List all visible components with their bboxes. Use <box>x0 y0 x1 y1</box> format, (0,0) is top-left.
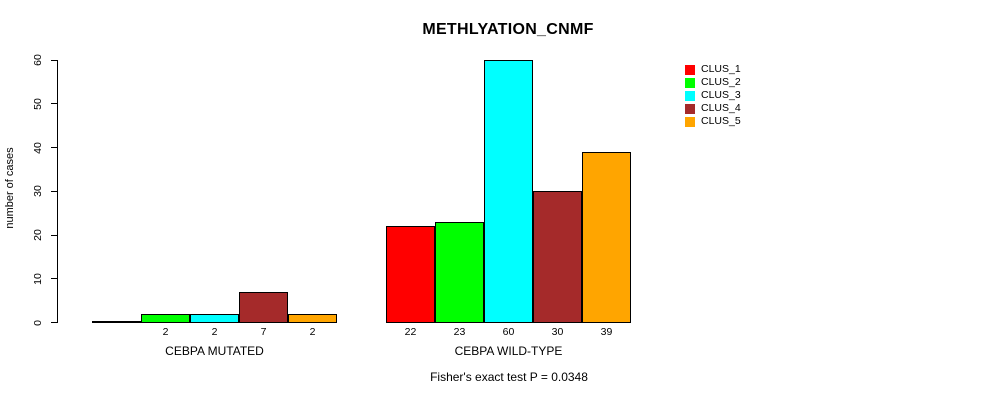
y-axis-tick <box>50 278 58 280</box>
bar-clus-2-cebpa-wild-type <box>435 221 484 323</box>
legend-label: CLUS_1 <box>701 63 741 75</box>
y-axis-tick-label: 20 <box>32 229 44 241</box>
bar-clus-2-cebpa-mutated <box>141 313 190 323</box>
legend-item-clus-2: CLUS_2 <box>685 76 741 89</box>
y-axis-tick-label: 60 <box>32 54 44 66</box>
bar-clus-3-cebpa-wild-type <box>484 60 533 323</box>
y-axis-tick <box>50 190 58 192</box>
bar-value-label: 2 <box>162 326 169 338</box>
bar-value-label: 30 <box>551 326 564 338</box>
bar-clus-5-cebpa-wild-type <box>582 151 631 323</box>
y-axis-label: number of cases <box>4 147 16 229</box>
y-axis-tick-label: 0 <box>32 319 44 326</box>
legend-item-clus-3: CLUS_3 <box>685 89 741 102</box>
legend: CLUS_1 CLUS_2 CLUS_3 CLUS_4 CLUS_5 <box>685 63 741 128</box>
legend-item-clus-4: CLUS_4 <box>685 102 741 115</box>
y-axis-tick <box>50 322 58 323</box>
legend-label: CLUS_2 <box>701 76 741 88</box>
bar-clus-1-cebpa-mutated <box>92 321 141 323</box>
x-group-label-cebpa-mutated: CEBPA MUTATED <box>165 344 264 358</box>
bar-value-label: 39 <box>600 326 613 338</box>
bar-value-label: 7 <box>260 326 267 338</box>
bar-value-label: 22 <box>404 326 417 338</box>
y-axis-tick <box>50 103 58 105</box>
bar-clus-4-cebpa-mutated <box>239 291 288 323</box>
bar-value-label: 2 <box>211 326 218 338</box>
y-axis-line <box>57 59 58 323</box>
bar-value-label: 23 <box>453 326 466 338</box>
chart-title: METHLYATION_CNMF <box>422 21 594 38</box>
x-group-label-cebpa-wild-type: CEBPA WILD-TYPE <box>454 344 563 358</box>
y-axis-tick <box>50 59 58 61</box>
legend-swatch-clus-5 <box>685 116 695 127</box>
legend-swatch-clus-4 <box>685 103 695 114</box>
bar-clus-3-cebpa-mutated <box>190 313 239 323</box>
y-axis-tick-label: 10 <box>32 272 44 285</box>
legend-label: CLUS_5 <box>701 115 741 127</box>
y-axis-tick-label: 50 <box>32 97 44 110</box>
legend-swatch-clus-3 <box>685 90 695 101</box>
y-axis-tick <box>50 234 58 236</box>
legend-swatch-clus-2 <box>685 77 695 88</box>
y-axis-tick <box>50 147 58 148</box>
legend-item-clus-5: CLUS_5 <box>685 115 741 128</box>
bar-clus-4-cebpa-wild-type <box>533 191 582 323</box>
bar-clus-1-cebpa-wild-type <box>386 226 435 323</box>
bar-value-label: 60 <box>502 326 515 338</box>
y-axis-tick-label: 30 <box>32 185 44 198</box>
legend-label: CLUS_3 <box>701 89 741 101</box>
bar-value-label: 2 <box>309 326 316 338</box>
legend-label: CLUS_4 <box>701 102 741 114</box>
bar-clus-5-cebpa-mutated <box>288 313 337 323</box>
y-axis-tick-label: 40 <box>32 141 44 154</box>
legend-swatch-clus-1 <box>685 64 695 75</box>
legend-item-clus-1: CLUS_1 <box>685 63 741 76</box>
fisher-test-annotation: Fisher's exact test P = 0.0348 <box>430 370 588 384</box>
